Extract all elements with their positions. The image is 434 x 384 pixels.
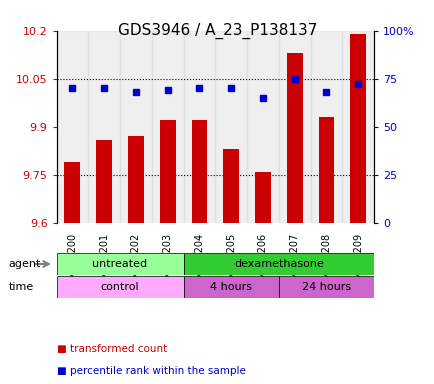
FancyBboxPatch shape bbox=[56, 253, 183, 275]
Bar bbox=[286, 53, 302, 223]
Bar bbox=[128, 136, 144, 223]
Bar bbox=[56, 31, 88, 223]
Bar bbox=[310, 31, 342, 223]
Bar bbox=[191, 120, 207, 223]
FancyBboxPatch shape bbox=[56, 276, 183, 298]
Bar bbox=[159, 120, 175, 223]
Text: GDS3946 / A_23_P138137: GDS3946 / A_23_P138137 bbox=[118, 23, 316, 39]
FancyBboxPatch shape bbox=[183, 253, 373, 275]
Text: ■ percentile rank within the sample: ■ percentile rank within the sample bbox=[56, 366, 245, 376]
FancyBboxPatch shape bbox=[278, 276, 373, 298]
Bar bbox=[183, 31, 215, 223]
Bar bbox=[342, 31, 373, 223]
Text: agent: agent bbox=[9, 259, 41, 269]
Text: 24 hours: 24 hours bbox=[301, 282, 350, 292]
Bar bbox=[318, 117, 334, 223]
Bar bbox=[64, 162, 80, 223]
Bar bbox=[349, 34, 365, 223]
FancyBboxPatch shape bbox=[183, 276, 278, 298]
Bar bbox=[215, 31, 247, 223]
Text: 4 hours: 4 hours bbox=[210, 282, 252, 292]
Text: control: control bbox=[101, 282, 139, 292]
Bar bbox=[88, 31, 120, 223]
Bar bbox=[120, 31, 151, 223]
Text: ■ transformed count: ■ transformed count bbox=[56, 344, 166, 354]
Bar bbox=[151, 31, 183, 223]
Bar bbox=[96, 139, 112, 223]
Text: time: time bbox=[9, 282, 34, 292]
Text: untreated: untreated bbox=[92, 259, 147, 269]
Bar bbox=[247, 31, 278, 223]
Bar bbox=[223, 149, 239, 223]
Bar bbox=[278, 31, 310, 223]
Bar bbox=[254, 172, 270, 223]
Text: dexamethasone: dexamethasone bbox=[233, 259, 323, 269]
